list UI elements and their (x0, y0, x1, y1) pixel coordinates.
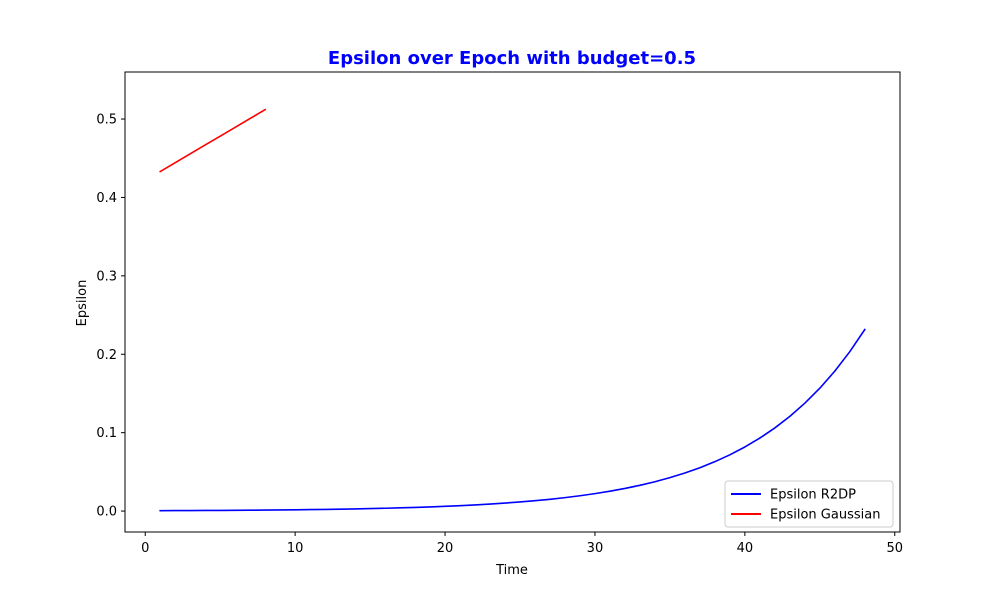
x-tick-label: 50 (886, 541, 903, 556)
series-layer (159, 108, 866, 512)
y-tick-label: 0.0 (96, 505, 117, 520)
y-tick-label: 0.5 (96, 113, 117, 128)
legend-box (724, 480, 894, 528)
legend-label-gaussian: Epsilon Gaussian (770, 508, 880, 523)
x-tick-label: 40 (737, 541, 754, 556)
x-tick-label: 30 (587, 541, 604, 556)
y-axis-label: Epsilon (75, 280, 90, 327)
x-tick-label: 10 (287, 541, 304, 556)
y-tick-label: 0.3 (96, 269, 117, 284)
y-tick-label: 0.4 (96, 191, 117, 206)
series-line-epsilon-gaussian (159, 108, 267, 173)
y-tick-label: 0.2 (96, 348, 117, 363)
series-line-epsilon-r2dp (159, 328, 866, 512)
chart-title: Epsilon over Epoch with budget=0.5 (328, 48, 696, 69)
x-axis-label: Time (495, 563, 528, 578)
ticks-layer: 0 10 20 30 40 50 0.0 0.1 0.2 0.3 0.4 0.5 (96, 113, 903, 556)
x-tick-label: 20 (437, 541, 454, 556)
x-tick-label: 0 (141, 541, 149, 556)
axes-frame (124, 71, 901, 533)
legend-label-r2dp: Epsilon R2DP (770, 488, 856, 503)
y-tick-label: 0.1 (96, 426, 117, 441)
legend: Epsilon R2DP Epsilon Gaussian (724, 480, 894, 528)
